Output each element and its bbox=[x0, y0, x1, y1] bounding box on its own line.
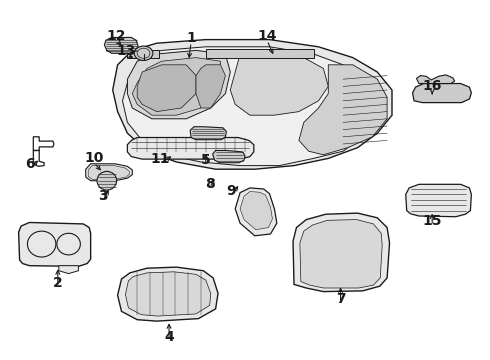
Polygon shape bbox=[104, 37, 138, 53]
Text: 7: 7 bbox=[336, 292, 345, 306]
Polygon shape bbox=[113, 40, 392, 169]
Text: 16: 16 bbox=[422, 80, 442, 93]
Polygon shape bbox=[293, 213, 390, 292]
Text: 15: 15 bbox=[422, 215, 442, 228]
Polygon shape bbox=[190, 127, 226, 140]
Text: 9: 9 bbox=[226, 184, 236, 198]
Text: 10: 10 bbox=[84, 152, 104, 165]
Polygon shape bbox=[300, 220, 382, 288]
Text: 5: 5 bbox=[201, 153, 211, 167]
Polygon shape bbox=[122, 47, 377, 166]
Text: 4: 4 bbox=[164, 330, 174, 343]
Text: 14: 14 bbox=[257, 29, 277, 43]
Polygon shape bbox=[118, 267, 218, 321]
Polygon shape bbox=[132, 58, 220, 115]
Bar bbox=[127, 50, 159, 58]
Text: 13: 13 bbox=[117, 44, 136, 58]
Polygon shape bbox=[19, 222, 91, 266]
Polygon shape bbox=[125, 272, 211, 316]
Text: 1: 1 bbox=[186, 31, 196, 45]
Polygon shape bbox=[413, 84, 471, 103]
Text: 6: 6 bbox=[25, 157, 35, 171]
Polygon shape bbox=[86, 164, 132, 181]
Polygon shape bbox=[59, 266, 78, 274]
Polygon shape bbox=[235, 188, 277, 236]
Text: 12: 12 bbox=[107, 29, 126, 43]
Polygon shape bbox=[406, 184, 471, 217]
Ellipse shape bbox=[97, 171, 117, 190]
Text: 11: 11 bbox=[150, 152, 170, 166]
Polygon shape bbox=[230, 50, 328, 115]
Polygon shape bbox=[137, 65, 196, 112]
Ellipse shape bbox=[134, 46, 153, 60]
Text: 2: 2 bbox=[53, 276, 63, 289]
Polygon shape bbox=[416, 75, 455, 84]
Polygon shape bbox=[88, 166, 129, 179]
Text: 3: 3 bbox=[98, 189, 108, 203]
Polygon shape bbox=[299, 65, 387, 155]
Polygon shape bbox=[213, 150, 245, 163]
Polygon shape bbox=[240, 192, 272, 230]
Text: 8: 8 bbox=[205, 177, 215, 190]
Polygon shape bbox=[127, 138, 254, 159]
Bar bbox=[206, 49, 314, 58]
Polygon shape bbox=[196, 65, 225, 108]
Polygon shape bbox=[127, 50, 230, 119]
